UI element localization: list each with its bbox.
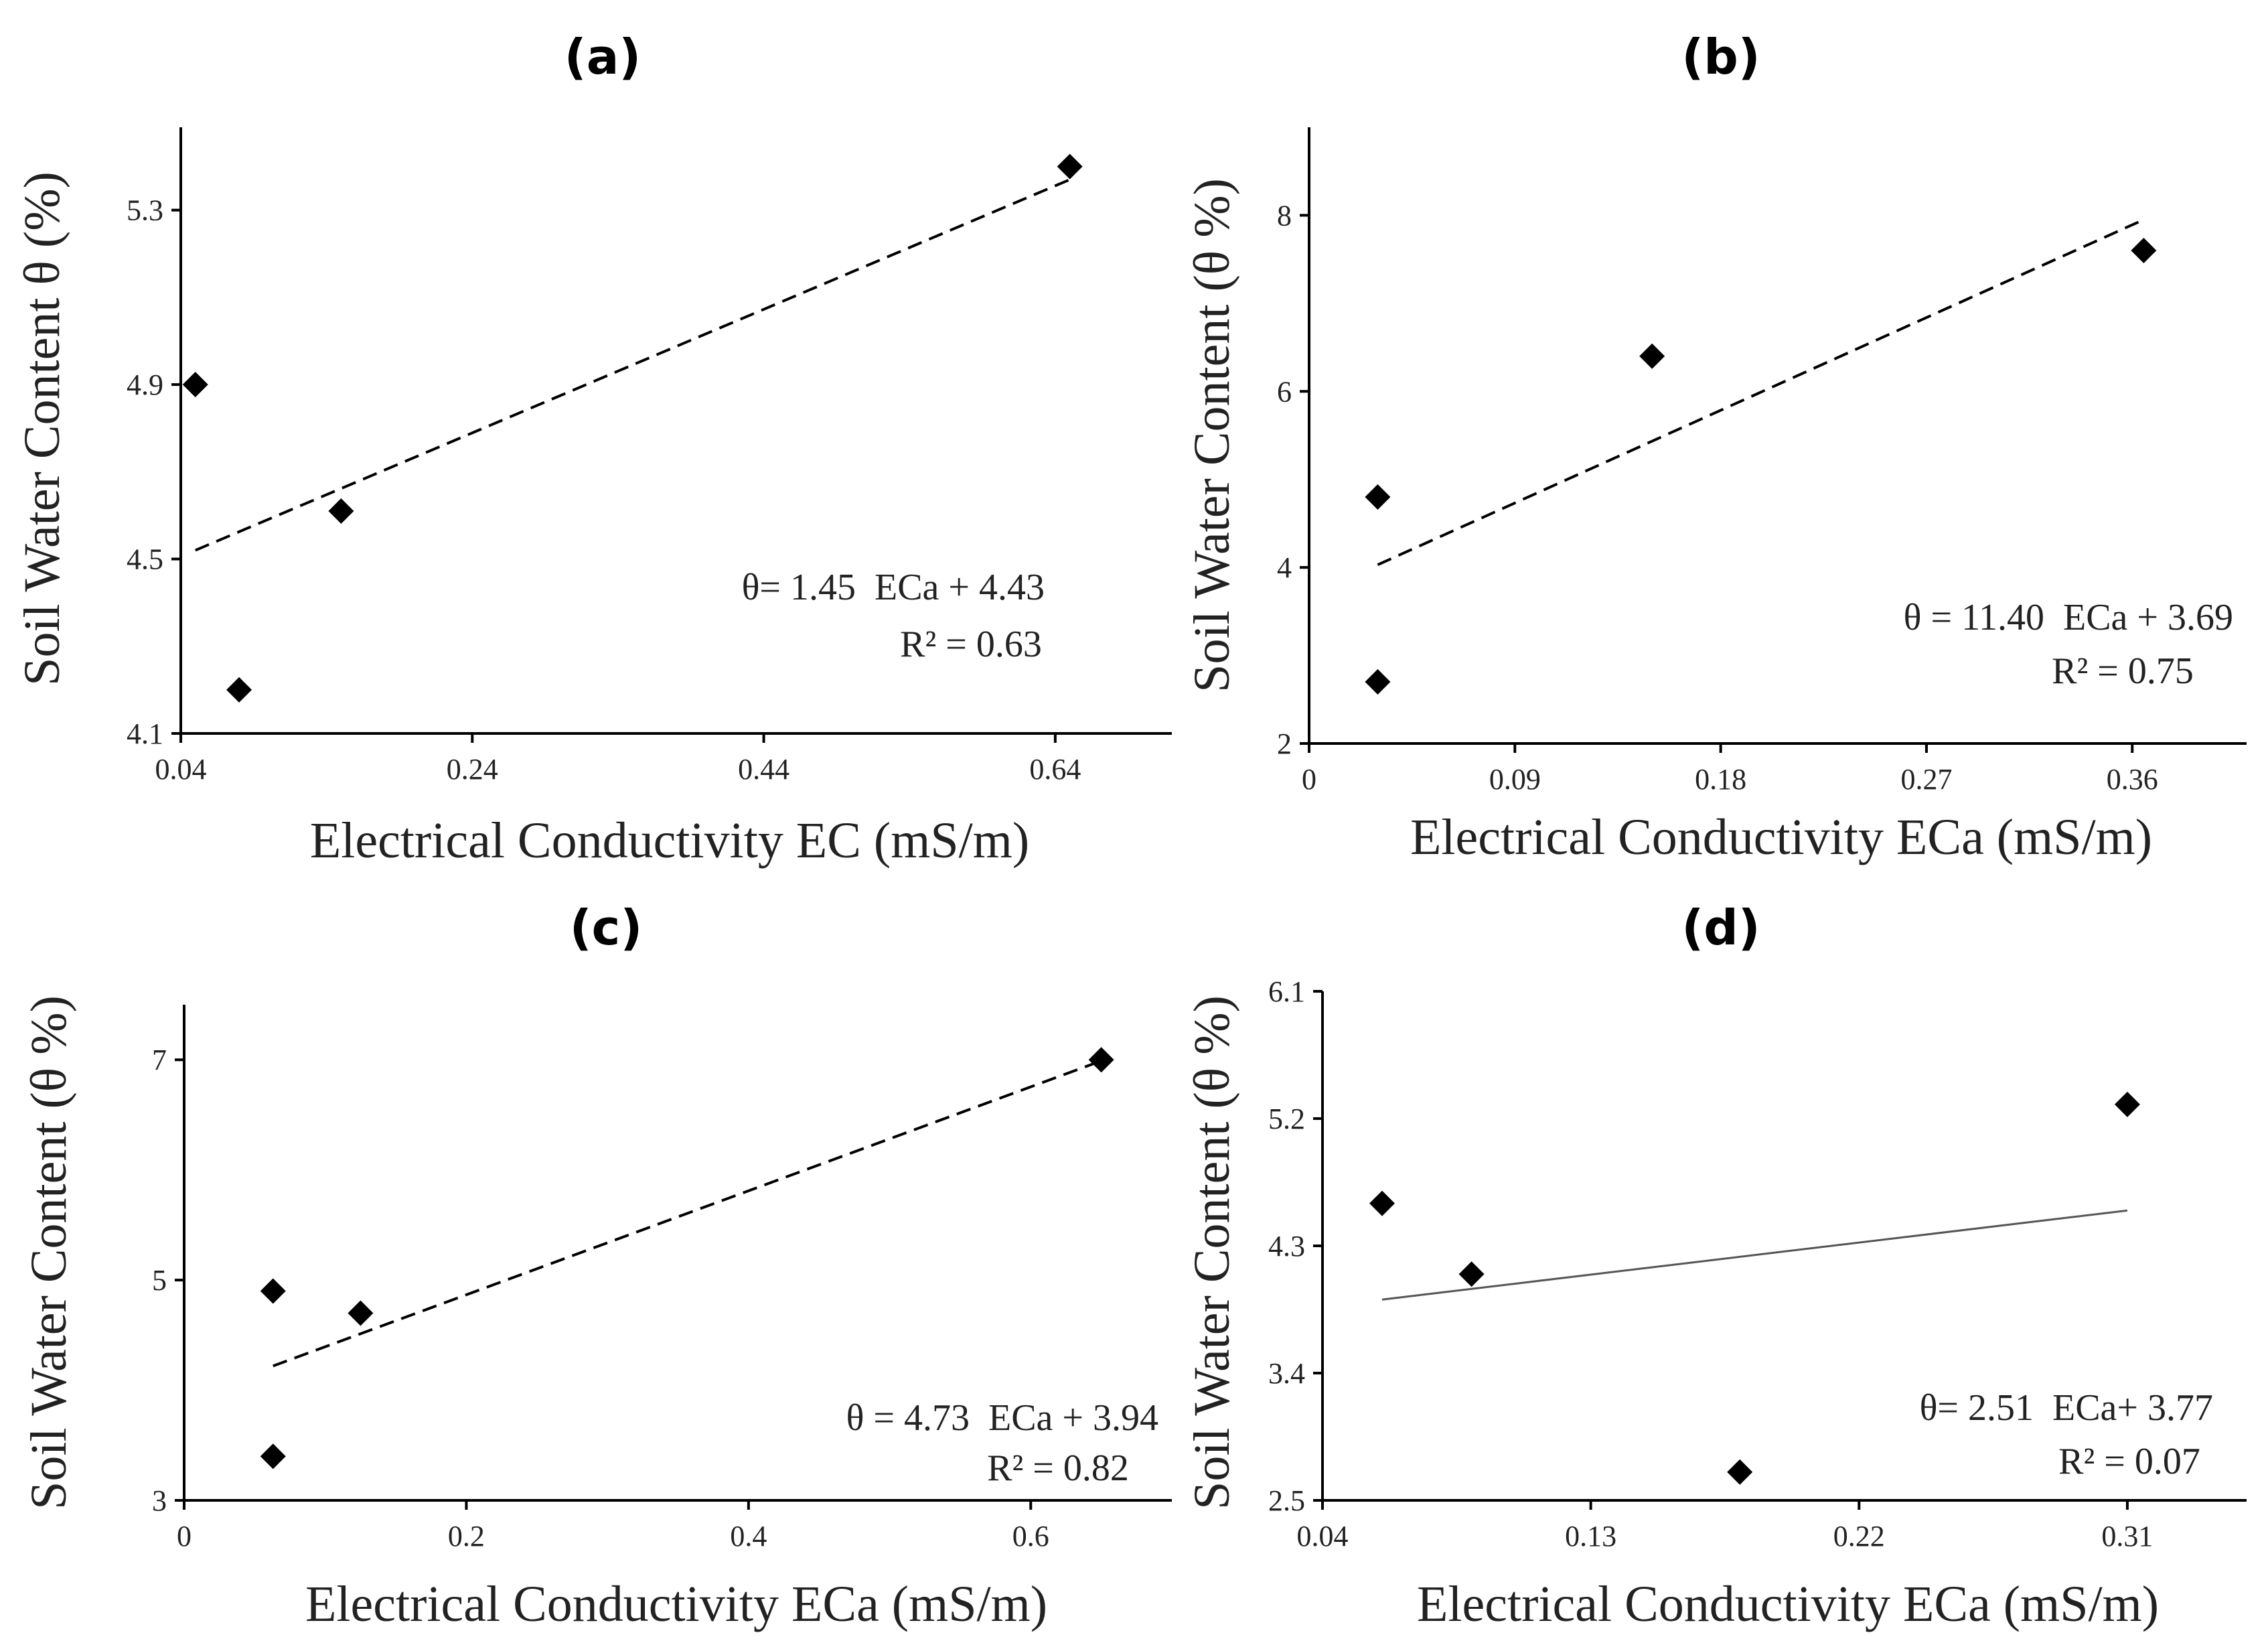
data-point	[328, 498, 354, 524]
data-point	[226, 677, 252, 703]
r-squared-label: R² = 0.75	[2052, 650, 2194, 692]
x-tick-label: 0.31	[2101, 1520, 2153, 1553]
y-axis-label: Soil Water Content θ (%)	[14, 171, 70, 686]
trendline	[1381, 1209, 2128, 1301]
x-tick-label: 0.27	[1900, 763, 1952, 796]
x-axis-label: Electrical Conductivity ECa (mS/m)	[1410, 809, 2152, 865]
panel-title-b: (b)	[1681, 29, 1760, 85]
panel-title-d: (d)	[1681, 900, 1760, 956]
y-tick-label: 5.2	[1268, 1102, 1305, 1135]
data-point	[1365, 484, 1391, 510]
panel-title-a: (a)	[564, 29, 641, 85]
x-axis-label: Electrical Conductivity ECa (mS/m)	[305, 1576, 1047, 1632]
panel-a: (a) 0.04 0.24 0.44 0.64 4.1 4.5 4.9 5.3 Electrica…	[14, 29, 1172, 869]
x-tick-label: 0.4	[730, 1520, 767, 1553]
x-tick-label: 0.64	[1029, 753, 1081, 786]
data-point	[1369, 1190, 1395, 1216]
y-axis-label: Soil Water Content (θ %)	[1184, 178, 1240, 693]
regression-equation: θ= 2.51 ECa+ 3.77	[1920, 1387, 2213, 1429]
data-point	[348, 1300, 374, 1326]
y-tick-label: 4	[1277, 551, 1292, 584]
panel-c: (c) 0 0.2 0.4 0.6 3 5 7 Electrical Conductivity …	[21, 900, 1172, 1632]
y-tick-label: 6.1	[1268, 975, 1305, 1008]
x-tick-label: 0.2	[448, 1520, 485, 1553]
y-tick-label: 4.5	[127, 543, 163, 576]
trendline	[1377, 218, 2145, 567]
x-tick-label: 0	[177, 1520, 192, 1553]
y-tick-label: 2	[1277, 727, 1292, 760]
y-tick-label: 6	[1277, 375, 1292, 408]
data-point	[1727, 1459, 1753, 1485]
y-tick-label: 3	[152, 1484, 167, 1517]
x-axis-label: Electrical Conductivity ECa (mS/m)	[1417, 1576, 2159, 1632]
y-tick-label: 8	[1277, 199, 1292, 232]
x-tick-label: 0.22	[1833, 1520, 1885, 1553]
y-tick-label: 4.3	[1268, 1230, 1305, 1263]
data-point	[1088, 1047, 1114, 1073]
x-tick-label: 0.6	[1012, 1520, 1049, 1553]
x-tick-label: 0.04	[155, 753, 207, 786]
regression-equation: θ= 1.45 ECa + 4.43	[742, 567, 1045, 608]
x-axis-label: Electrical Conductivity EC (mS/m)	[310, 812, 1029, 869]
panel-d: (d) 0.04 0.13 0.22 0.31 2.5 3.4 4.3 5.2 6.1 Electr…	[1184, 900, 2247, 1632]
data-point	[2114, 1091, 2140, 1117]
data-point	[260, 1278, 286, 1304]
y-tick-label: 2.5	[1268, 1484, 1305, 1517]
x-tick-label: 0.09	[1489, 763, 1541, 796]
data-point	[1458, 1261, 1485, 1287]
regression-equation: θ = 11.40 ECa + 3.69	[1904, 597, 2233, 638]
x-tick-label: 0.18	[1695, 763, 1746, 796]
data-point	[182, 372, 208, 398]
regression-equation: θ = 4.73 ECa + 3.94	[846, 1397, 1158, 1439]
x-tick-label: 0.36	[2107, 763, 2158, 796]
r-squared-label: R² = 0.63	[900, 624, 1042, 665]
panel-b: (b) 0 0.09 0.18 0.27 0.36 2 4 6 8 Electrical Condu…	[1184, 29, 2247, 865]
x-tick-label: 0.13	[1565, 1520, 1616, 1553]
y-tick-label: 4.1	[127, 717, 163, 750]
y-axis-label: Soil Water Content (θ %)	[1184, 995, 1240, 1510]
r-squared-label: R² = 0.07	[2058, 1441, 2200, 1482]
y-tick-label: 5.3	[127, 194, 163, 227]
x-tick-label: 0.44	[738, 753, 789, 786]
y-axis-label: Soil Water Content (θ %)	[21, 995, 77, 1510]
x-tick-label: 0.24	[447, 753, 498, 786]
data-point	[1365, 669, 1391, 695]
x-tick-label: 0	[1302, 763, 1316, 796]
y-tick-label: 5	[152, 1264, 167, 1297]
x-tick-label: 0.04	[1297, 1520, 1349, 1553]
r-squared-label: R² = 0.82	[987, 1447, 1129, 1489]
data-point	[1639, 343, 1665, 369]
trendline	[194, 178, 1071, 552]
y-tick-label: 4.9	[127, 368, 163, 401]
y-tick-label: 7	[152, 1044, 167, 1076]
data-point	[1057, 153, 1083, 180]
panel-title-c: (c)	[570, 900, 643, 956]
y-tick-label: 3.4	[1268, 1357, 1305, 1390]
data-point	[260, 1443, 286, 1470]
trendline	[273, 1059, 1102, 1368]
data-point	[2131, 238, 2157, 263]
